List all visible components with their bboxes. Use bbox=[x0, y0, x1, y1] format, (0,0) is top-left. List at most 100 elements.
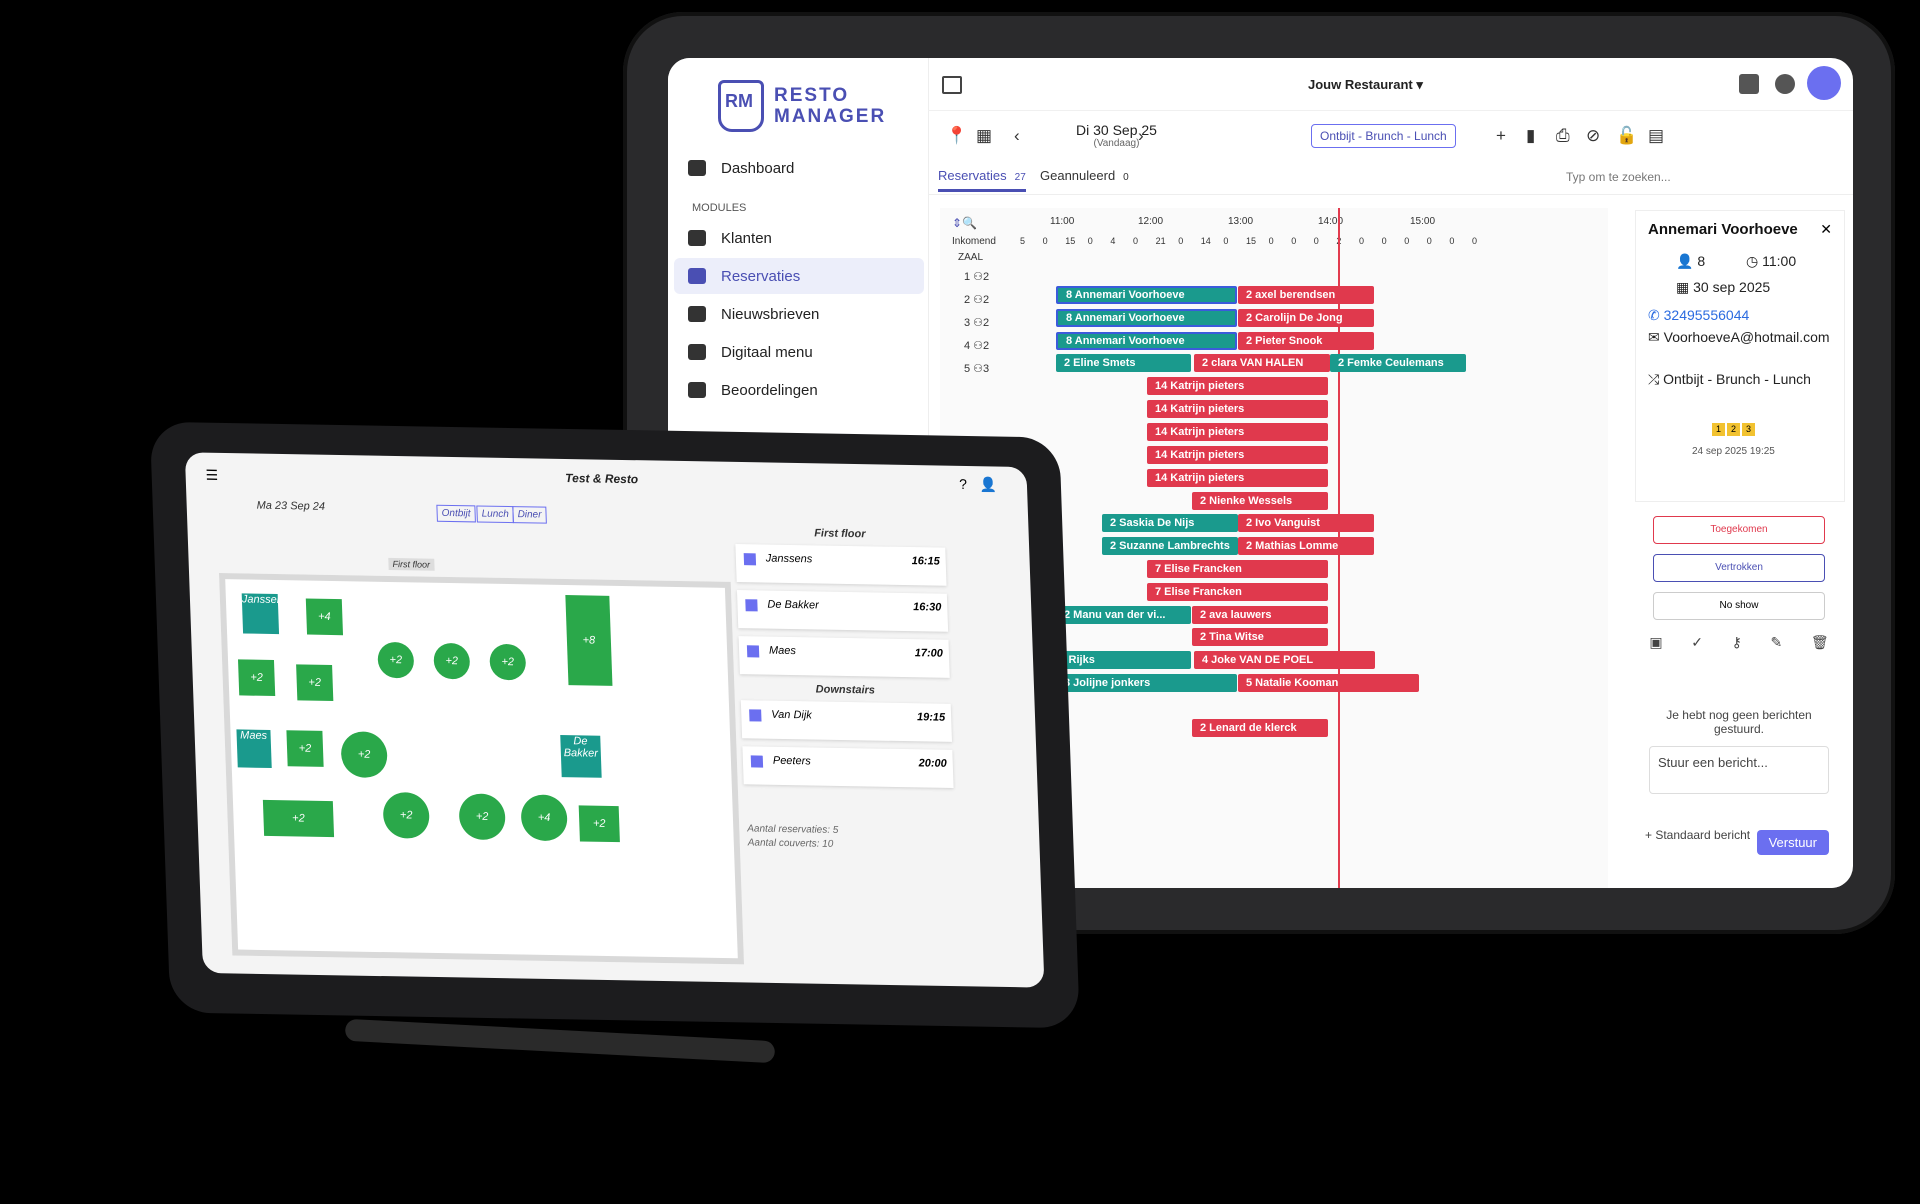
print-icon[interactable]: ⎙ bbox=[1556, 126, 1570, 145]
reservation-block[interactable]: 2 Eline Smets bbox=[1056, 354, 1191, 372]
sidebar-item-dashboard[interactable]: Dashboard bbox=[674, 150, 924, 186]
chevron-right-icon[interactable]: › bbox=[1138, 126, 1144, 145]
sidebar-item-label: Nieuwsbrieven bbox=[721, 305, 820, 323]
reservation-block[interactable]: 2 Lenard de klerck bbox=[1192, 719, 1328, 737]
reservation-block[interactable]: 2 Pieter Snook bbox=[1238, 332, 1374, 350]
table[interactable]: +2 bbox=[286, 730, 324, 767]
reservation-block[interactable]: 5 Natalie Kooman bbox=[1238, 674, 1419, 692]
reservation-block[interactable]: 2 Ivo Vanguist bbox=[1238, 514, 1374, 532]
check-icon[interactable]: ✓ bbox=[1691, 634, 1703, 650]
table[interactable]: De Bakker bbox=[560, 735, 602, 778]
trash-icon[interactable]: 🗑 bbox=[1810, 634, 1829, 650]
reservation-block[interactable]: 2 Nienke Wessels bbox=[1192, 492, 1328, 510]
table[interactable]: +2 bbox=[489, 643, 527, 681]
guest-name: Van Dijk bbox=[771, 708, 813, 722]
help-icon[interactable] bbox=[1775, 74, 1795, 94]
reservation-block[interactable]: 8 Annemari Voorhoeve bbox=[1056, 286, 1237, 304]
zoom-icon[interactable]: ⇕🔍 bbox=[952, 216, 977, 230]
reservation-block[interactable]: 14 Katrijn pieters bbox=[1147, 423, 1328, 441]
avatar[interactable] bbox=[1807, 66, 1841, 100]
table[interactable]: +2 bbox=[296, 664, 334, 702]
reservation-block[interactable]: 2 ava lauwers bbox=[1192, 606, 1328, 624]
floor-tab[interactable]: First floor bbox=[388, 557, 435, 571]
standard-message-link[interactable]: + Standaard bericht bbox=[1645, 828, 1751, 842]
reservation-block[interactable]: 14 Katrijn pieters bbox=[1147, 377, 1328, 395]
camera-icon[interactable]: ▣ bbox=[1649, 634, 1663, 650]
restaurant-selector[interactable]: Jouw Restaurant ▾ bbox=[1308, 77, 1423, 92]
key-icon[interactable]: ⚷ bbox=[1731, 634, 1742, 650]
user-icon[interactable]: 👤 bbox=[979, 476, 998, 493]
sidebar-item-digitaal-menu[interactable]: Digitaal menu bbox=[674, 334, 924, 370]
reservation-block[interactable]: 7 Elise Francken bbox=[1147, 560, 1328, 578]
calendar-icon[interactable]: ▦ bbox=[976, 126, 993, 145]
table[interactable]: +2 bbox=[578, 805, 620, 843]
reservation-block[interactable]: 2 Femke Ceulemans bbox=[1330, 354, 1466, 372]
table[interactable]: +2 bbox=[377, 641, 415, 679]
block-icon[interactable]: ⊘ bbox=[1586, 126, 1601, 145]
tab-geannuleerd[interactable]: Geannuleerd 0 bbox=[1040, 168, 1129, 183]
table[interactable]: +2 bbox=[237, 659, 276, 697]
bar-chart-icon[interactable]: ▮ bbox=[1526, 126, 1536, 145]
location-pin-icon[interactable]: 📍 bbox=[946, 126, 968, 145]
reservation-block[interactable]: 2 axel berendsen bbox=[1238, 286, 1374, 304]
toegekomen-button[interactable]: Toegekomen bbox=[1653, 516, 1825, 544]
plus-icon[interactable]: + bbox=[1496, 126, 1506, 145]
table[interactable]: Maes bbox=[236, 729, 272, 769]
table[interactable]: +2 bbox=[340, 731, 388, 779]
tab-reservaties[interactable]: Reservaties 27 bbox=[938, 168, 1026, 192]
no-show-button[interactable]: No show bbox=[1653, 592, 1825, 620]
chevron-left-icon[interactable]: ‹ bbox=[1014, 126, 1020, 145]
table[interactable]: +4 bbox=[305, 598, 344, 636]
phone-row[interactable]: ✆ 32495556044 bbox=[1648, 307, 1749, 324]
close-icon[interactable]: ✕ bbox=[1820, 221, 1832, 237]
table[interactable]: +4 bbox=[520, 794, 568, 842]
reservation-block[interactable]: 2 Suzanne Lambrechts bbox=[1102, 537, 1238, 555]
service-filter[interactable]: Ontbijt - Brunch - Lunch bbox=[1311, 124, 1456, 148]
sidebar-item-beoordelingen[interactable]: Beoordelingen bbox=[674, 372, 924, 408]
unlock-icon[interactable]: 🔓 bbox=[1616, 126, 1638, 145]
sidebar-item-klanten[interactable]: Klanten bbox=[674, 220, 924, 256]
reservation-block[interactable]: 2 Manu van der vi... bbox=[1056, 606, 1191, 624]
vertrokken-button[interactable]: Vertrokken bbox=[1653, 554, 1825, 582]
list-item[interactable]: Maes 17:00 bbox=[738, 636, 950, 678]
reservation-block[interactable]: 2 Saskia De Nijs bbox=[1102, 514, 1238, 532]
reservation-block[interactable]: 4 Joke VAN DE POEL bbox=[1194, 651, 1375, 669]
table[interactable]: +2 bbox=[382, 791, 431, 839]
menu-icon[interactable]: ☰ bbox=[205, 466, 219, 483]
sidebar-item-reservaties[interactable]: Reservaties bbox=[674, 258, 924, 294]
reservation-block[interactable]: 14 Katrijn pieters bbox=[1147, 446, 1328, 464]
list-item[interactable]: Janssens 16:15 bbox=[735, 543, 947, 586]
sidebar-toggle-icon[interactable] bbox=[942, 76, 962, 94]
sidebar-item-nieuwsbrieven[interactable]: Nieuwsbrieven bbox=[674, 296, 924, 332]
table[interactable]: +2 bbox=[262, 799, 335, 838]
edit-icon[interactable]: ✎ bbox=[1770, 634, 1783, 650]
reservation-block[interactable]: 8 Annemari Voorhoeve bbox=[1056, 332, 1237, 350]
reservation-block[interactable]: 2 Tina Witse bbox=[1192, 628, 1328, 646]
list-item[interactable]: Peeters 20:00 bbox=[742, 746, 954, 788]
reservation-block[interactable]: 8 Annemari Voorhoeve bbox=[1056, 309, 1237, 327]
service-tab-ontbijt[interactable]: Ontbijt bbox=[436, 504, 476, 523]
chat-icon[interactable] bbox=[1739, 74, 1759, 94]
reservation-block[interactable]: 3 Jolijne jonkers bbox=[1056, 674, 1237, 692]
reservation-block[interactable]: 7 Elise Francken bbox=[1147, 583, 1328, 601]
reservation-block[interactable]: 2 Mathias Lomme bbox=[1238, 537, 1374, 555]
table[interactable]: Janssens bbox=[241, 593, 289, 635]
service-tab-lunch[interactable]: Lunch bbox=[476, 505, 515, 524]
reservation-block[interactable]: 2 clara VAN HALEN bbox=[1194, 354, 1330, 372]
table[interactable]: +2 bbox=[458, 793, 506, 841]
message-input[interactable]: Stuur een bericht... bbox=[1649, 746, 1829, 794]
help-icon[interactable]: ? bbox=[958, 475, 968, 493]
reservation-block[interactable]: 2 Carolijn De Jong bbox=[1238, 309, 1374, 327]
table-view-icon[interactable]: ▤ bbox=[1648, 126, 1665, 145]
service-tab-diner[interactable]: Diner bbox=[512, 506, 547, 524]
send-button[interactable]: Verstuur bbox=[1756, 830, 1829, 855]
table[interactable]: +8 bbox=[565, 595, 613, 686]
phone-number[interactable]: 32495556044 bbox=[1663, 307, 1750, 323]
search-input[interactable]: Typ om te zoeken... bbox=[1566, 170, 1671, 184]
table[interactable]: +2 bbox=[433, 642, 471, 680]
reservation-block[interactable]: 14 Katrijn pieters bbox=[1147, 400, 1328, 418]
reservation-block[interactable]: 14 Katrijn pieters bbox=[1147, 469, 1328, 487]
list-item[interactable]: Van Dijk 19:15 bbox=[740, 700, 953, 742]
list-item[interactable]: De Bakker 16:30 bbox=[736, 590, 949, 632]
